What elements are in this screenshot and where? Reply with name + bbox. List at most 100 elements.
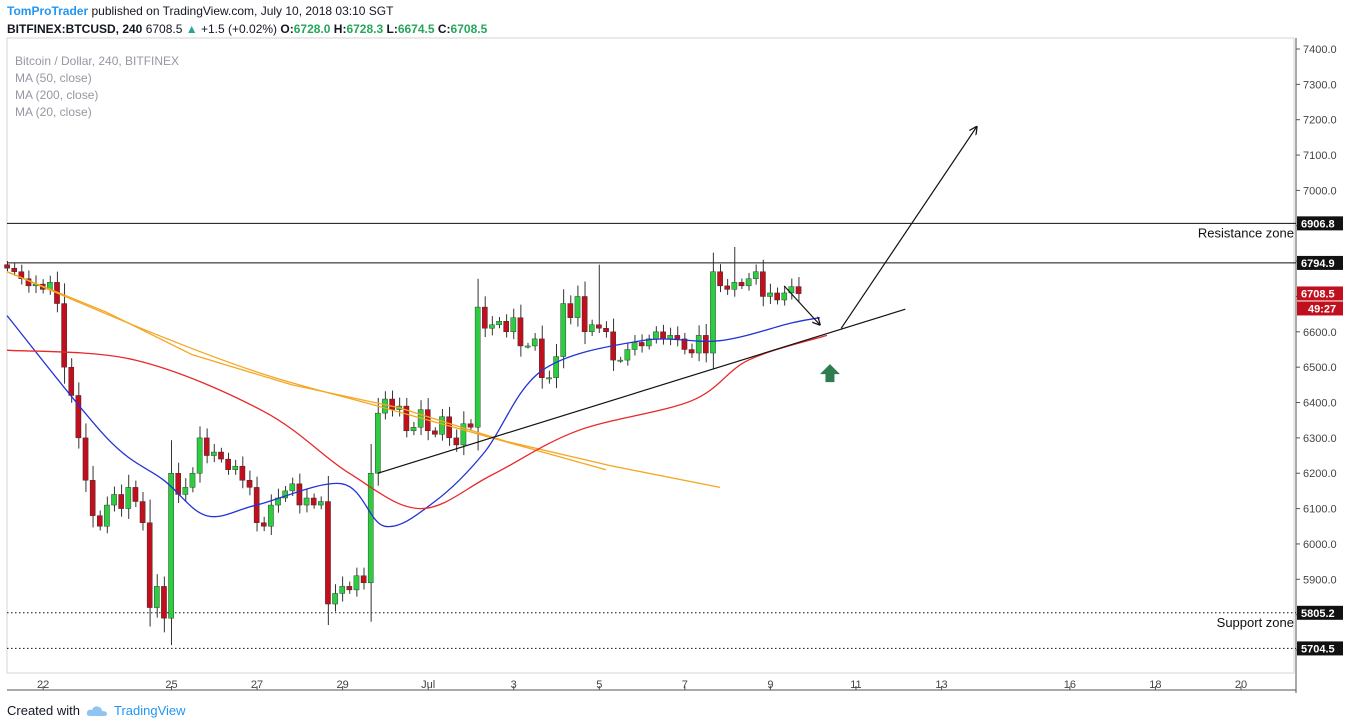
x-tick-label: 18 [1149, 679, 1161, 691]
y-tick-label: 6200.0 [1303, 468, 1337, 480]
countdown-label: 49:27 [1308, 303, 1336, 315]
high-label: H: [333, 22, 347, 36]
candle-down [795, 286, 802, 294]
candle-up [154, 586, 160, 608]
candle-up [767, 292, 773, 297]
candle-down [203, 437, 210, 456]
low-value: 6674.5 [397, 22, 435, 36]
candle-up [232, 465, 239, 470]
open-label: O: [280, 22, 294, 36]
y-tick-label: 6600.0 [1303, 327, 1337, 339]
candle-down [225, 458, 231, 470]
candle-down [688, 349, 695, 354]
legend-ma200[interactable]: MA (200, close) [15, 88, 99, 102]
y-tick-label: 6300.0 [1303, 433, 1337, 445]
x-tick-label: 5 [596, 679, 602, 691]
candle-down [118, 494, 124, 509]
candle-down [139, 501, 146, 523]
candle-down [389, 398, 395, 410]
candle-down [503, 321, 510, 333]
candle-up [196, 437, 203, 474]
created-with-label: Created with [7, 703, 80, 718]
x-tick-label: 3 [511, 679, 517, 691]
candle-up [531, 338, 538, 347]
low-label: L: [386, 22, 398, 36]
candle-up [524, 345, 531, 348]
candle-up [189, 473, 196, 488]
annotation-arrow [783, 285, 820, 325]
candle-down [681, 338, 688, 350]
last-price-tag [1297, 286, 1343, 301]
candle-down [68, 366, 75, 396]
candles [4, 246, 802, 646]
candle-down [96, 515, 103, 527]
candle-down [346, 586, 353, 591]
candle-down [89, 480, 96, 516]
level-price-label: 6906.8 [1301, 218, 1335, 230]
level-price-tag [1297, 605, 1343, 620]
candle-down [4, 264, 10, 269]
candle-down [360, 575, 367, 584]
x-tick-label: 16 [1064, 679, 1076, 691]
candle-up [410, 427, 417, 432]
candle-down [325, 501, 331, 605]
x-tick-label: 9 [767, 679, 773, 691]
level-price-label: 5805.2 [1301, 608, 1335, 620]
candle-down [724, 285, 731, 290]
candle-up [710, 271, 716, 354]
candle-down [517, 317, 524, 347]
footer: Created with TradingView [7, 703, 186, 718]
close-label: C: [437, 22, 451, 36]
candle-up [560, 303, 567, 357]
candle-down [596, 324, 602, 329]
candle-up [211, 451, 217, 456]
tradingview-link[interactable]: TradingView [113, 703, 186, 718]
candle-up [667, 335, 673, 340]
candle-down [774, 292, 780, 301]
candle-up [182, 487, 189, 495]
y-tick-label: 7200.0 [1303, 115, 1337, 127]
candle-down [61, 303, 67, 368]
candle-down [75, 395, 82, 439]
candle-down [260, 522, 267, 527]
candle-down [467, 423, 474, 428]
candle-up [367, 473, 374, 584]
candle-down [703, 335, 709, 354]
legend-ma20[interactable]: MA (20, close) [15, 105, 92, 119]
candle-up [318, 501, 324, 506]
candle-up [332, 593, 338, 605]
publish-line: TomProTrader published on TradingView.co… [7, 4, 393, 18]
candle-down [638, 342, 645, 347]
plot-frame [6, 37, 1295, 674]
author-link[interactable]: TomProTrader [7, 4, 89, 18]
candle-down [482, 306, 488, 329]
candle-up [375, 412, 381, 474]
candle-down [246, 480, 253, 488]
y-tick-label: 6100.0 [1303, 504, 1337, 516]
candle-up [168, 473, 174, 619]
annotation-arrow [840, 127, 976, 329]
y-tick-label: 7000.0 [1303, 185, 1337, 197]
candle-down [161, 586, 167, 619]
countdown-tag [1297, 301, 1343, 316]
x-tick-label: 22 [37, 679, 49, 691]
legend-ma50[interactable]: MA (50, close) [15, 71, 92, 85]
level-price-label: 5704.5 [1301, 643, 1335, 655]
candle-down [132, 487, 139, 502]
candle-down [218, 451, 224, 460]
candle-down [432, 430, 438, 435]
candle-up [631, 342, 638, 350]
candle-up [731, 282, 738, 290]
candle-up [474, 306, 481, 428]
x-tick-label: 7 [682, 679, 688, 691]
candle-up [752, 271, 759, 279]
support-trendline [377, 308, 906, 474]
candle-down [446, 416, 452, 439]
candle-down [239, 465, 246, 481]
candle-down [717, 271, 723, 287]
candle-up [574, 296, 581, 318]
candle-up [111, 494, 117, 506]
y-tick-label: 6500.0 [1303, 362, 1337, 374]
x-tick-label: 29 [336, 679, 348, 691]
